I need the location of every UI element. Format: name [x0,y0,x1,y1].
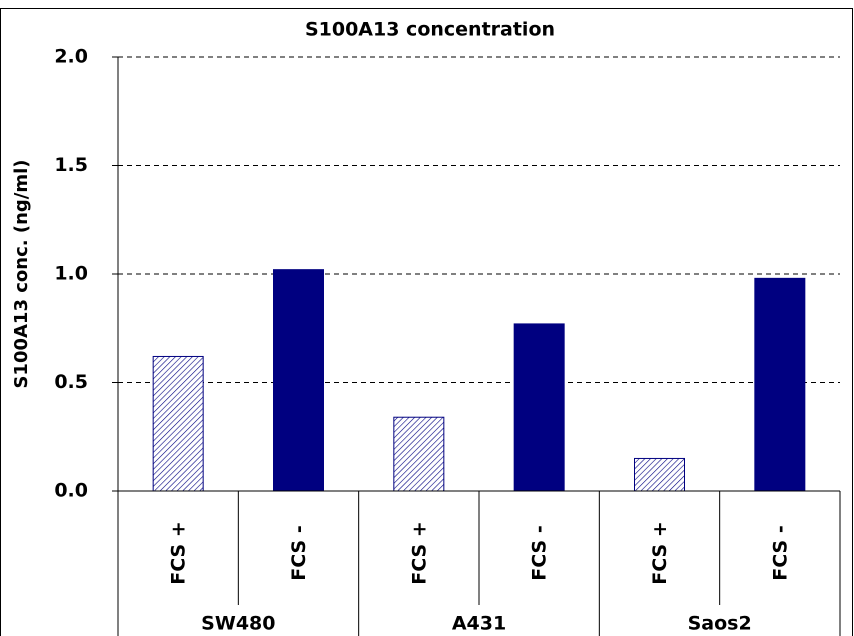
chart-title: S100A13 concentration [305,19,555,41]
bar [513,323,565,492]
bar [393,416,445,492]
x-tick-label: FCS + [408,521,430,585]
chart-frame [0,8,853,636]
y-tick-label: 1.5 [54,154,88,176]
y-axis-label: S100A13 conc. (ng/ml) [11,159,32,388]
bar [754,277,806,492]
group-label: SW480 [201,613,275,635]
x-tick-label: FCS + [649,521,671,585]
y-tick-label: 0.0 [54,480,88,502]
x-tick-label: FCS + [168,521,190,585]
group-label: Saos2 [688,613,752,635]
bar [634,457,685,492]
x-tick-label: FCS - [769,525,791,580]
x-tick-label: FCS - [529,525,551,580]
bar [152,355,204,492]
y-tick-label: 0.5 [54,371,88,393]
bar [273,269,324,492]
y-tick-label: 1.0 [54,263,88,285]
group-label: A431 [452,613,506,635]
y-tick-label: 2.0 [54,46,88,68]
x-tick-label: FCS - [288,525,310,580]
